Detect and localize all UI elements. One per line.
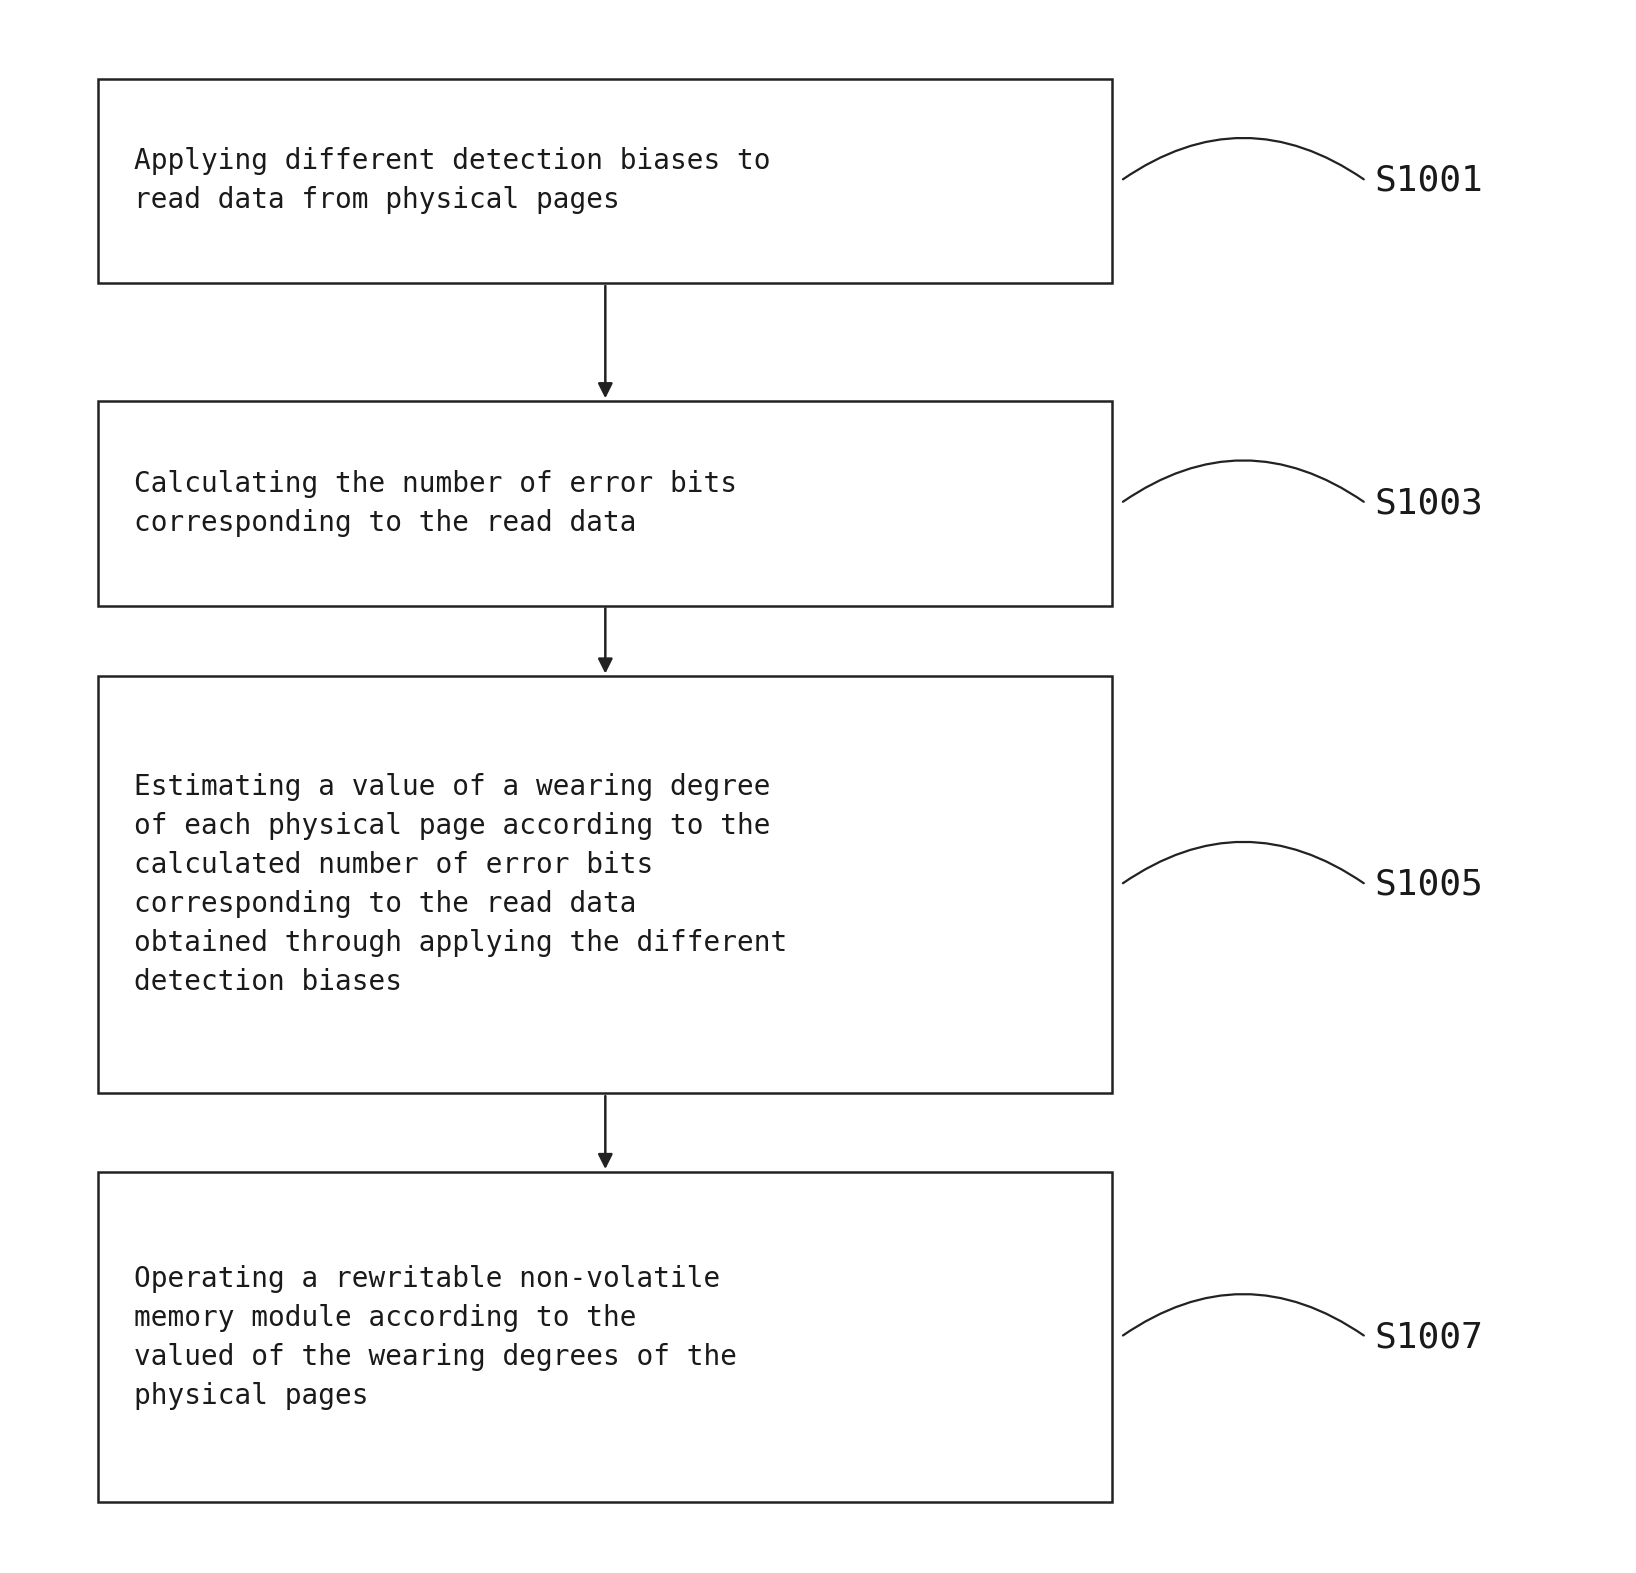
- Bar: [98, 676, 1112, 1093]
- FancyArrowPatch shape: [1122, 138, 1364, 179]
- Bar: [98, 79, 1112, 283]
- Text: Calculating the number of error bits
corresponding to the read data: Calculating the number of error bits cor…: [134, 470, 738, 536]
- Text: Operating a rewritable non-volatile
memory module according to the
valued of the: Operating a rewritable non-volatile memo…: [134, 1265, 738, 1409]
- FancyArrowPatch shape: [1122, 1295, 1364, 1335]
- Text: S1003: S1003: [1374, 486, 1482, 521]
- Text: S1001: S1001: [1374, 164, 1482, 198]
- Text: S1005: S1005: [1374, 868, 1482, 901]
- Bar: [98, 1172, 1112, 1502]
- Bar: [98, 401, 1112, 606]
- Text: Estimating a value of a wearing degree
of each physical page according to the
ca: Estimating a value of a wearing degree o…: [134, 774, 787, 996]
- Text: S1007: S1007: [1374, 1320, 1482, 1354]
- FancyArrowPatch shape: [1122, 461, 1364, 502]
- FancyArrowPatch shape: [1122, 842, 1364, 882]
- Text: Applying different detection biases to
read data from physical pages: Applying different detection biases to r…: [134, 148, 771, 214]
